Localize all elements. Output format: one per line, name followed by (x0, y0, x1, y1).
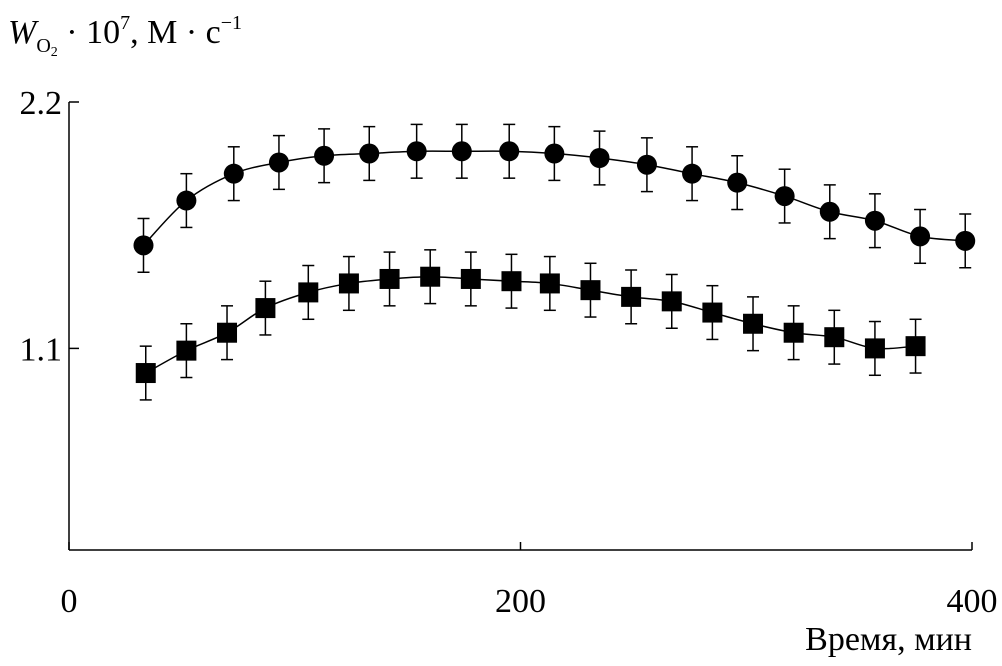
series-2-point (702, 302, 723, 323)
series-2-point (379, 268, 400, 289)
series-1-point (314, 145, 335, 166)
series-1-point (774, 186, 795, 207)
series-2-point (501, 271, 522, 292)
series-1-point (636, 154, 657, 175)
y-axis-label: WO2 · 107, М · с−1 (8, 12, 242, 61)
series-1-point (359, 143, 380, 164)
series-1-point (589, 148, 610, 168)
series-2-point (255, 298, 276, 319)
series-1-point (682, 163, 703, 184)
series-2-point (338, 273, 359, 294)
x-tick-label: 200 (495, 583, 546, 620)
data-markers (133, 141, 976, 384)
series-2-point (621, 286, 642, 307)
series-2-point (420, 266, 441, 287)
series-1-point (955, 230, 976, 251)
series-1-point (910, 226, 931, 247)
y-axis-units: , М · с (130, 14, 221, 51)
series-1-point (544, 143, 565, 164)
series-1-point (223, 163, 244, 184)
x-tick-label: 0 (61, 583, 78, 620)
series-1-point (864, 210, 885, 231)
series-2-point (217, 322, 238, 343)
series-2-point (783, 322, 804, 343)
axes: 0 200 400 1.1 2.2 (20, 85, 998, 620)
series-2-point (298, 282, 319, 303)
y-axis-exponent: 7 (120, 12, 131, 34)
series-1-point (499, 141, 520, 162)
series-1-point (819, 201, 840, 222)
x-tick-label: 400 (947, 583, 998, 620)
y-axis-subscript: O (36, 35, 51, 57)
series-2-point (539, 273, 560, 294)
series-1-point (133, 235, 154, 256)
y-axis-subscript-index: 2 (50, 45, 58, 60)
series-1-point (451, 141, 472, 162)
series-2-point (176, 340, 197, 361)
y-axis-middle: · 10 (57, 14, 121, 51)
series-2-point (135, 363, 156, 384)
series-2-point (580, 280, 601, 301)
series-1-point (406, 141, 427, 162)
series-2-point (864, 338, 885, 359)
y-tick-label: 1.1 (20, 331, 63, 368)
y-axis-units-exponent: −1 (220, 12, 243, 34)
series-2-point (661, 291, 682, 312)
series-2-point (824, 327, 845, 348)
y-axis-symbol: W (8, 14, 37, 51)
series-2-point (905, 336, 926, 357)
series-1-point (268, 152, 289, 173)
series-1-point (176, 190, 197, 211)
y-tick-label: 2.2 (20, 85, 63, 122)
x-axis-label: Время, мин (805, 621, 972, 658)
series-1-point (727, 172, 748, 193)
series-2-point (460, 268, 481, 289)
series-2-point (743, 313, 764, 334)
